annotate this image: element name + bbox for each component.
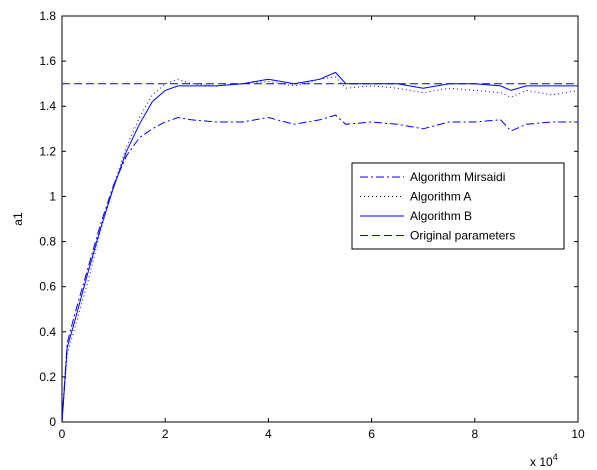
- y-tick-label: 1.4: [39, 99, 56, 113]
- x-tick-label: 4: [265, 427, 272, 441]
- y-tick-label: 1: [49, 189, 56, 203]
- y-tick-label: 0.4: [39, 325, 56, 339]
- y-axis-label: a1: [11, 212, 25, 226]
- series-line-2: [61, 71, 578, 423]
- y-tick-label: 1.8: [39, 9, 56, 23]
- x-axis-multiplier-base: x 10: [530, 455, 553, 469]
- y-tick-label: 0: [49, 415, 56, 429]
- y-tick-label: 1.2: [39, 144, 56, 158]
- legend-label-1: Algorithm A: [410, 190, 471, 204]
- legend-label-0: Algorithm Mirsaidi: [410, 170, 505, 184]
- x-tick-label: 2: [162, 427, 169, 441]
- x-axis-multiplier-exponent: 4: [553, 452, 558, 462]
- x-tick-label: 0: [59, 427, 66, 441]
- y-tick-label: 0.8: [39, 235, 56, 249]
- series-layer: [61, 71, 579, 423]
- series-line-0: [61, 114, 578, 423]
- x-axis-multiplier: x 104: [530, 452, 558, 469]
- x-tick-label: 8: [471, 427, 478, 441]
- y-tick-label: 1.6: [39, 54, 56, 68]
- x-tick-label: 6: [368, 427, 375, 441]
- y-tick-label: 0.2: [39, 370, 56, 384]
- legend: Algorithm Mirsaidi Algorithm A Algorithm B…: [351, 162, 565, 250]
- x-tick-label: 10: [571, 427, 585, 441]
- legend-label-2: Algorithm B: [410, 209, 472, 223]
- legend-label-3: Original parameters: [410, 229, 515, 243]
- y-tick-label: 0.6: [39, 280, 56, 294]
- axes-layer: 0 2 4 6 8 10 0 0.2 0.4 0.6 0.8 1 1.2 1.4 1.6 1.8: [39, 9, 585, 441]
